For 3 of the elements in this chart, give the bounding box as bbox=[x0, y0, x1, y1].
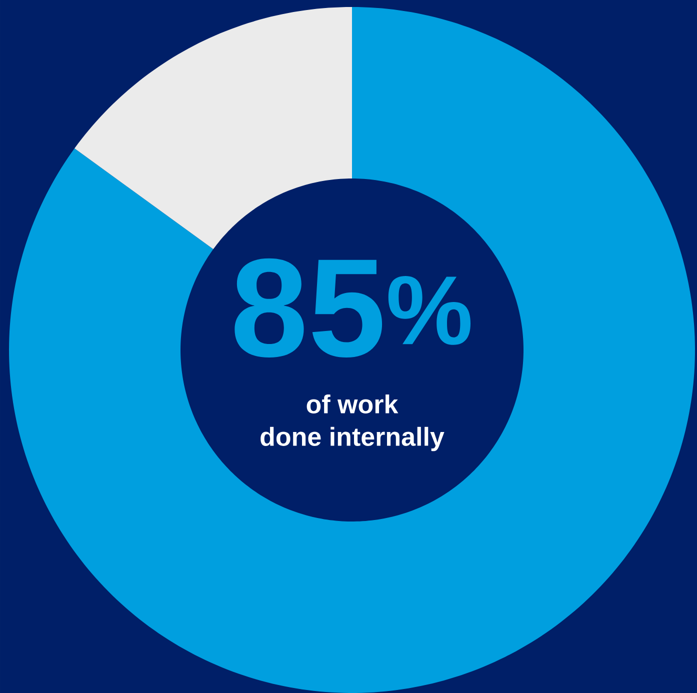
text: 85$^{%}$ bbox=[234, 258, 471, 358]
text: done internally bbox=[260, 426, 444, 452]
text: of work bbox=[306, 394, 398, 414]
